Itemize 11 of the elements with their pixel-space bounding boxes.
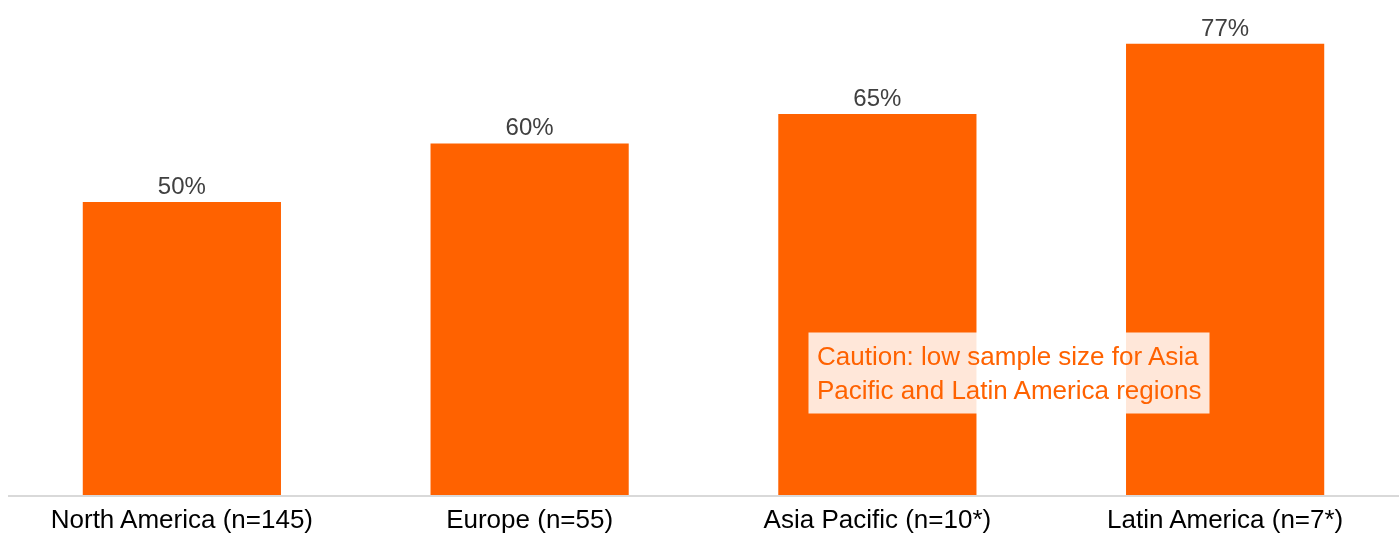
data-label: 60% — [505, 113, 554, 141]
data-label: 77% — [1201, 13, 1250, 41]
x-tick-label: North America (n=145) — [50, 503, 314, 534]
bar — [82, 201, 281, 495]
data-label: 65% — [853, 84, 902, 112]
x-tick-label: Latin America (n=7*) — [1106, 503, 1344, 534]
bar — [430, 143, 629, 495]
annotation: Caution: low sample size for Asia Pacific and Latin America regions — [817, 341, 1202, 405]
data-label: 50% — [157, 171, 206, 199]
x-tick-label: Asia Pacific (n=10*) — [763, 503, 992, 534]
x-tick-label: Europe (n=55) — [446, 503, 614, 534]
